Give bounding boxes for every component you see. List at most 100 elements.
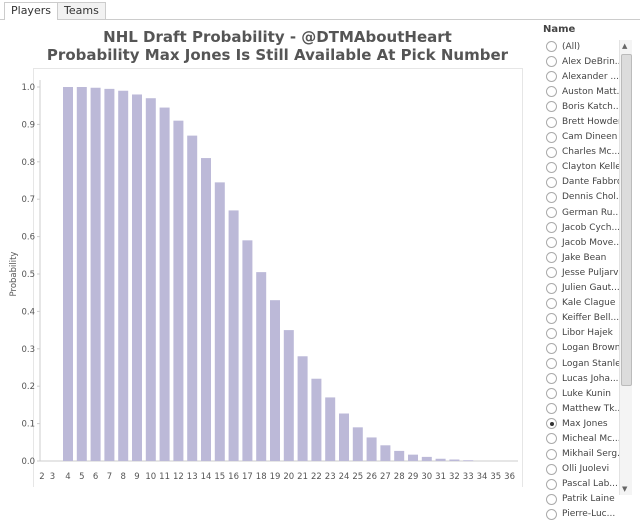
bar — [311, 378, 322, 461]
radio-icon[interactable] — [546, 237, 557, 249]
radio-icon[interactable] — [546, 146, 557, 158]
radio-icon[interactable] — [546, 327, 557, 339]
radio-icon[interactable] — [546, 358, 557, 370]
player-filter-list: (All) Alex DeBrin... Alexander ... Auston M… — [546, 39, 620, 522]
filter-item[interactable]: Julien Gaut... — [546, 281, 620, 296]
radio-icon[interactable] — [546, 101, 557, 113]
radio-icon[interactable] — [546, 56, 557, 68]
chart-title: NHL Draft Probability - @DTMAboutHeart — [103, 28, 452, 46]
filter-item[interactable]: Logan Brown — [546, 341, 620, 356]
radio-icon[interactable] — [546, 267, 557, 279]
radio-icon[interactable] — [546, 252, 557, 264]
filter-item[interactable]: Pascal Lab... — [546, 477, 620, 492]
chart-frame — [33, 68, 523, 487]
filter-item[interactable]: Dante Fabbro — [546, 175, 620, 190]
filter-item[interactable]: Auston Matt... — [546, 84, 620, 99]
radio-icon[interactable] — [546, 207, 557, 219]
radio-icon[interactable] — [546, 161, 557, 173]
x-tick-label: 35 — [490, 472, 501, 482]
x-tick-label: 7 — [107, 472, 112, 482]
radio-icon[interactable] — [546, 373, 557, 385]
x-tick-label: 31 — [435, 472, 446, 482]
bar — [159, 107, 170, 461]
filter-item[interactable]: Alexander ... — [546, 69, 620, 84]
x-tick-label: 36 — [504, 472, 515, 482]
filter-item-label: (All) — [562, 41, 581, 52]
filter-item[interactable]: Keiffer Bell... — [546, 311, 620, 326]
y-tick-label: 0.6 — [21, 233, 35, 243]
x-tick-label: 22 — [311, 472, 322, 482]
radio-icon[interactable] — [546, 508, 557, 520]
radio-icon[interactable] — [546, 342, 557, 354]
x-tick-label: 24 — [339, 472, 350, 482]
filter-item[interactable]: Clayton Keller — [546, 160, 620, 175]
radio-icon[interactable] — [546, 131, 557, 143]
x-tick-label: 6 — [93, 472, 98, 482]
x-tick-label: 19 — [270, 472, 281, 482]
filter-item[interactable]: Patrik Laine — [546, 492, 620, 507]
filter-item-label: Kale Clague — [562, 298, 616, 309]
radio-icon[interactable] — [546, 418, 557, 430]
filter-item[interactable]: Brett Howden — [546, 114, 620, 129]
bar — [463, 460, 474, 462]
radio-icon[interactable] — [546, 312, 557, 324]
radio-icon[interactable] — [546, 86, 557, 98]
filter-item[interactable]: Olli Juolevi — [546, 462, 620, 477]
radio-icon[interactable] — [546, 297, 557, 309]
filter-item[interactable]: Micheal Mc... — [546, 431, 620, 446]
filter-item[interactable]: Lucas Joha... — [546, 371, 620, 386]
filter-item[interactable]: Libor Hajek — [546, 326, 620, 341]
filter-item[interactable]: Kale Clague — [546, 296, 620, 311]
filter-item-label: Logan Brown — [562, 343, 620, 354]
filter-item[interactable]: Mikhail Serg... — [546, 447, 620, 462]
filter-item[interactable]: Luke Kunin — [546, 386, 620, 401]
filter-item[interactable]: Jacob Move... — [546, 235, 620, 250]
bar — [187, 135, 198, 461]
tab-teams[interactable]: Teams — [57, 2, 106, 19]
radio-icon[interactable] — [546, 478, 557, 490]
bar — [228, 210, 239, 461]
filter-item[interactable]: Jake Bean — [546, 250, 620, 265]
filter-item[interactable]: Boris Katch... — [546, 99, 620, 114]
x-tick-label: 32 — [449, 472, 460, 482]
filter-item[interactable]: (All) — [546, 39, 620, 54]
filter-item[interactable]: Alex DeBrin... — [546, 54, 620, 69]
scroll-up-icon[interactable]: ▲ — [622, 42, 628, 50]
radio-icon[interactable] — [546, 116, 557, 128]
radio-icon[interactable] — [546, 176, 557, 188]
filter-item[interactable]: Matthew Tk... — [546, 401, 620, 416]
radio-icon[interactable] — [546, 403, 557, 415]
radio-icon[interactable] — [546, 433, 557, 445]
filter-item[interactable]: Jesse Puljarvi — [546, 265, 620, 280]
radio-icon[interactable] — [546, 448, 557, 460]
radio-icon[interactable] — [546, 41, 557, 53]
filter-item[interactable]: Dennis Chol... — [546, 190, 620, 205]
radio-icon[interactable] — [546, 282, 557, 294]
x-tick-label: 23 — [325, 472, 336, 482]
filter-item-label: Jacob Move... — [562, 237, 620, 248]
bar — [366, 437, 377, 461]
filter-item[interactable]: Charles Mc... — [546, 145, 620, 160]
radio-icon[interactable] — [546, 463, 557, 475]
scroll-down-icon[interactable]: ▼ — [622, 485, 628, 493]
filter-item[interactable]: Logan Stanley — [546, 356, 620, 371]
tab-players[interactable]: Players — [4, 2, 58, 20]
filter-item[interactable]: Cam Dineen — [546, 130, 620, 145]
scroll-thumb[interactable] — [621, 54, 632, 386]
radio-icon[interactable] — [546, 222, 557, 234]
filter-item[interactable]: Jacob Cych... — [546, 220, 620, 235]
bar — [435, 458, 446, 461]
radio-icon[interactable] — [546, 388, 557, 400]
radio-icon[interactable] — [546, 191, 557, 203]
bar — [173, 120, 184, 461]
filter-item[interactable]: Pierre-Luc... — [546, 507, 620, 522]
tab-bar: Players Teams — [0, 0, 640, 20]
filter-item[interactable]: German Ru... — [546, 205, 620, 220]
filter-item[interactable]: Max Jones — [546, 416, 620, 431]
radio-icon[interactable] — [546, 71, 557, 83]
bar — [63, 87, 73, 461]
filter-scrollbar[interactable]: ▲ ▼ — [619, 40, 632, 495]
x-tick-label: 4 — [65, 472, 70, 482]
radio-icon[interactable] — [546, 493, 557, 505]
filter-item-label: Cam Dineen — [562, 132, 618, 143]
